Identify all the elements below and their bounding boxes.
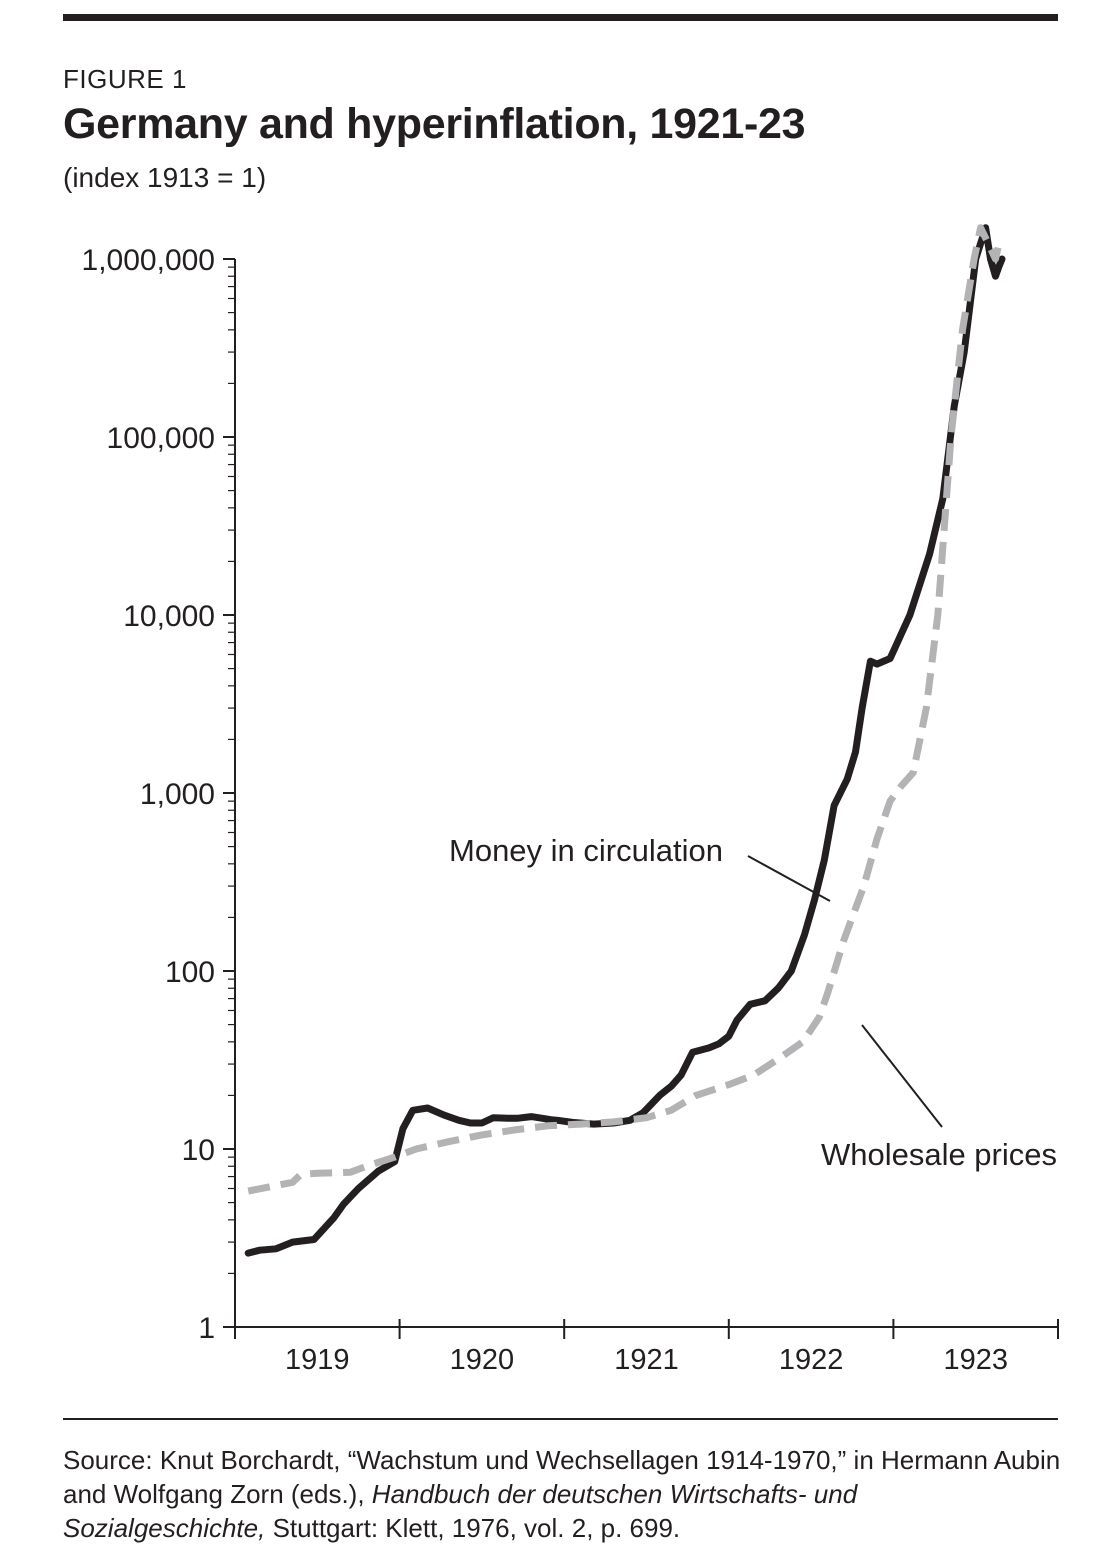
y-tick-label: 100 <box>165 956 215 989</box>
wholesale-prices-leader <box>861 1024 943 1128</box>
y-tick-label: 1,000,000 <box>82 244 215 277</box>
y-tick-label: 100,000 <box>107 422 215 455</box>
y-tick-label: 10,000 <box>123 600 215 633</box>
top-rule <box>63 14 1058 21</box>
x-tick-label: 1923 <box>943 1344 1008 1376</box>
y-tick-label: 1,000 <box>140 778 215 811</box>
wholesale-prices-label: Wholesale prices <box>821 1137 1057 1172</box>
x-tick-label: 1921 <box>614 1344 679 1376</box>
x-tick-label: 1920 <box>450 1344 515 1376</box>
x-tick-label: 1919 <box>285 1344 350 1376</box>
x-tick-label: 1922 <box>779 1344 844 1376</box>
source-note: Source: Knut Borchardt, “Wachstum und We… <box>63 1443 1063 1545</box>
y-tick-label: 1 <box>198 1312 215 1345</box>
money-in-circulation-line <box>244 224 1006 1257</box>
money-in-circulation-leader <box>747 855 831 902</box>
figure-subtitle: (index 1913 = 1) <box>63 162 267 193</box>
source-prefix: Source: Knut Borchardt, “Wachstum und We… <box>63 1445 1061 1509</box>
figure-title: Germany and hyperinflation, 1921-23 <box>63 100 806 148</box>
source-suffix: Stuttgart: Klett, 1976, vol. 2, p. 699. <box>265 1513 681 1543</box>
bottom-rule <box>63 1418 1058 1420</box>
y-tick-label: 10 <box>182 1134 215 1167</box>
source-book-title: Handbuch der deutschen Wirtschafts- und … <box>63 1479 858 1543</box>
money-in-circulation-label: Money in circulation <box>449 833 723 868</box>
figure-label: FIGURE 1 <box>63 64 187 94</box>
wholesale-prices-line <box>247 224 1003 1195</box>
